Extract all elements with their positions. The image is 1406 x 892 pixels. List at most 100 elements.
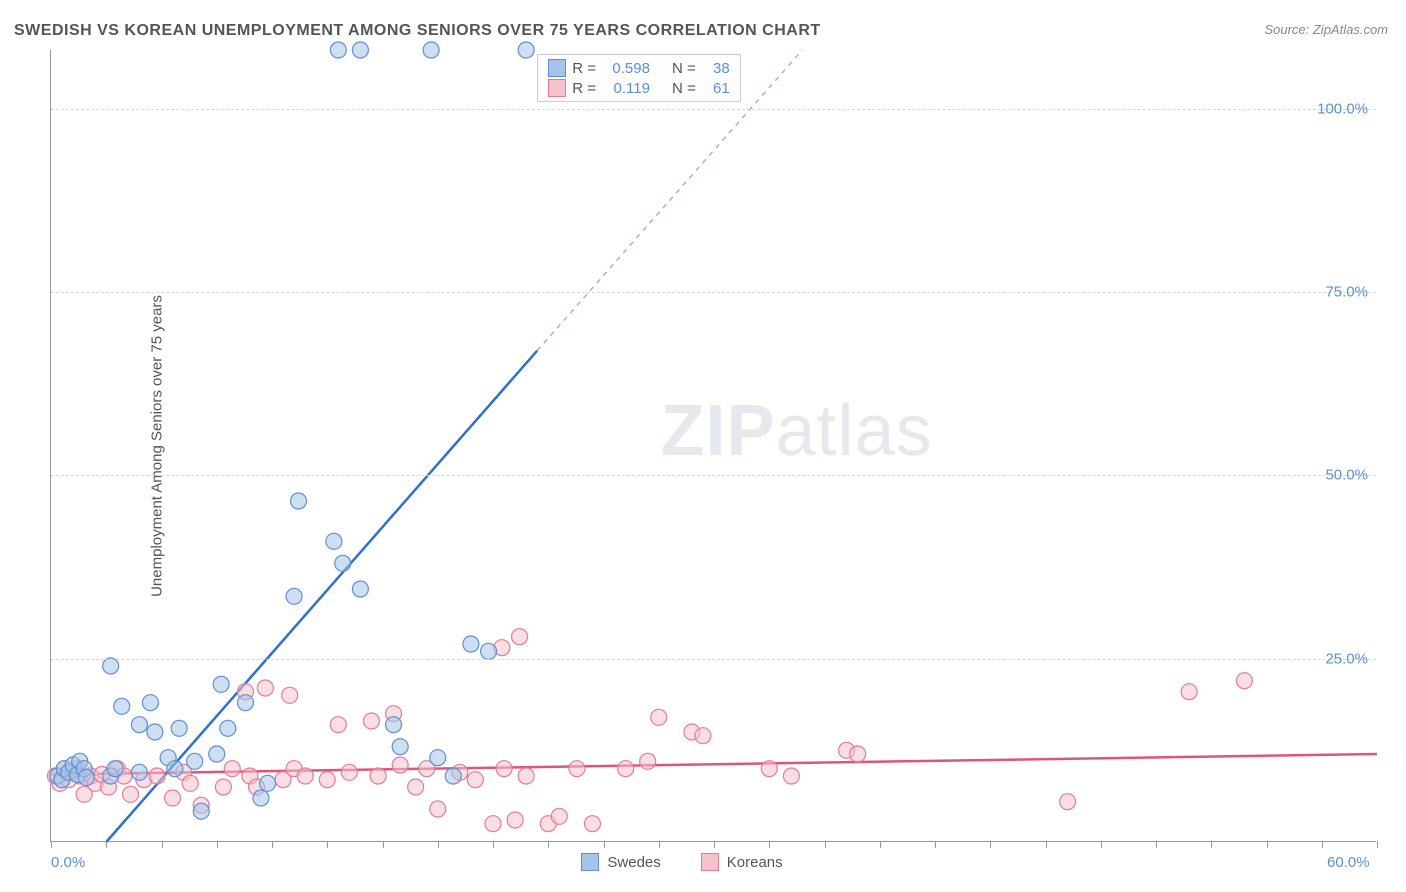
series-legend: SwedesKoreans	[581, 853, 782, 871]
data-point	[512, 629, 528, 645]
data-point	[326, 533, 342, 549]
data-point	[335, 555, 351, 571]
r-label: R =	[572, 60, 596, 77]
x-tick	[548, 841, 549, 848]
data-point	[213, 676, 229, 692]
data-point	[430, 750, 446, 766]
data-point	[481, 643, 497, 659]
x-tick-label: 60.0%	[1327, 854, 1370, 871]
data-point	[1236, 673, 1252, 689]
data-point	[584, 816, 600, 832]
gridline	[51, 109, 1376, 110]
x-tick	[272, 841, 273, 848]
data-point	[215, 779, 231, 795]
x-tick	[714, 841, 715, 848]
data-point	[114, 698, 130, 714]
data-point	[330, 717, 346, 733]
x-tick	[493, 841, 494, 848]
n-value: 38	[702, 60, 730, 77]
series-legend-label: Koreans	[727, 854, 783, 871]
x-tick	[106, 841, 107, 848]
y-tick-label: 50.0%	[1325, 467, 1368, 484]
gridline	[51, 292, 1376, 293]
n-label: N =	[672, 80, 696, 97]
stats-legend-row: R =0.598N =38	[548, 59, 730, 77]
data-point	[171, 720, 187, 736]
data-point	[257, 680, 273, 696]
x-tick	[51, 841, 52, 848]
x-tick	[327, 841, 328, 848]
data-point	[386, 717, 402, 733]
legend-swatch	[548, 79, 566, 97]
data-point	[147, 724, 163, 740]
x-tick	[825, 841, 826, 848]
data-point	[131, 764, 147, 780]
x-tick	[1046, 841, 1047, 848]
data-point	[408, 779, 424, 795]
data-point	[260, 775, 276, 791]
r-label: R =	[572, 80, 596, 97]
x-tick	[438, 841, 439, 848]
data-point	[467, 772, 483, 788]
data-point	[1060, 794, 1076, 810]
data-point	[695, 728, 711, 744]
x-tick	[1156, 841, 1157, 848]
data-point	[761, 761, 777, 777]
data-point	[518, 42, 534, 58]
gridline	[51, 475, 1376, 476]
data-point	[370, 768, 386, 784]
data-point	[330, 42, 346, 58]
n-label: N =	[672, 60, 696, 77]
r-value: 0.119	[602, 80, 650, 97]
gridline	[51, 659, 1376, 660]
data-point	[651, 709, 667, 725]
data-point	[187, 753, 203, 769]
data-point	[182, 775, 198, 791]
data-point	[392, 757, 408, 773]
data-point	[363, 713, 379, 729]
data-point	[783, 768, 799, 784]
data-point	[220, 720, 236, 736]
x-tick	[935, 841, 936, 848]
x-tick	[659, 841, 660, 848]
x-tick	[1101, 841, 1102, 848]
data-point	[341, 764, 357, 780]
x-tick	[383, 841, 384, 848]
data-point	[496, 761, 512, 777]
x-tick	[1211, 841, 1212, 848]
data-point	[78, 769, 94, 785]
x-tick	[1267, 841, 1268, 848]
data-point	[297, 768, 313, 784]
data-point	[352, 42, 368, 58]
data-point	[430, 801, 446, 817]
data-point	[352, 581, 368, 597]
data-point	[103, 658, 119, 674]
data-point	[131, 717, 147, 733]
y-tick-label: 25.0%	[1325, 650, 1368, 667]
x-tick	[769, 841, 770, 848]
data-point	[142, 695, 158, 711]
data-point	[445, 768, 461, 784]
data-point	[1181, 684, 1197, 700]
data-point	[618, 761, 634, 777]
data-point	[850, 746, 866, 762]
chart-plot-area: ZIPatlas 25.0%50.0%75.0%100.0%0.0%60.0%R…	[50, 50, 1376, 842]
legend-swatch	[581, 853, 599, 871]
data-point	[224, 761, 240, 777]
data-point	[423, 42, 439, 58]
y-tick-label: 100.0%	[1317, 100, 1368, 117]
data-point	[286, 588, 302, 604]
scatter-svg	[51, 50, 1376, 841]
x-tick	[162, 841, 163, 848]
data-point	[518, 768, 534, 784]
data-point	[392, 739, 408, 755]
stats-legend-row: R =0.119N =61	[548, 79, 730, 97]
source-attribution: Source: ZipAtlas.com	[1264, 22, 1388, 37]
data-point	[463, 636, 479, 652]
data-point	[123, 786, 139, 802]
data-point	[485, 816, 501, 832]
data-point	[551, 808, 567, 824]
data-point	[569, 761, 585, 777]
data-point	[282, 687, 298, 703]
data-point	[640, 753, 656, 769]
